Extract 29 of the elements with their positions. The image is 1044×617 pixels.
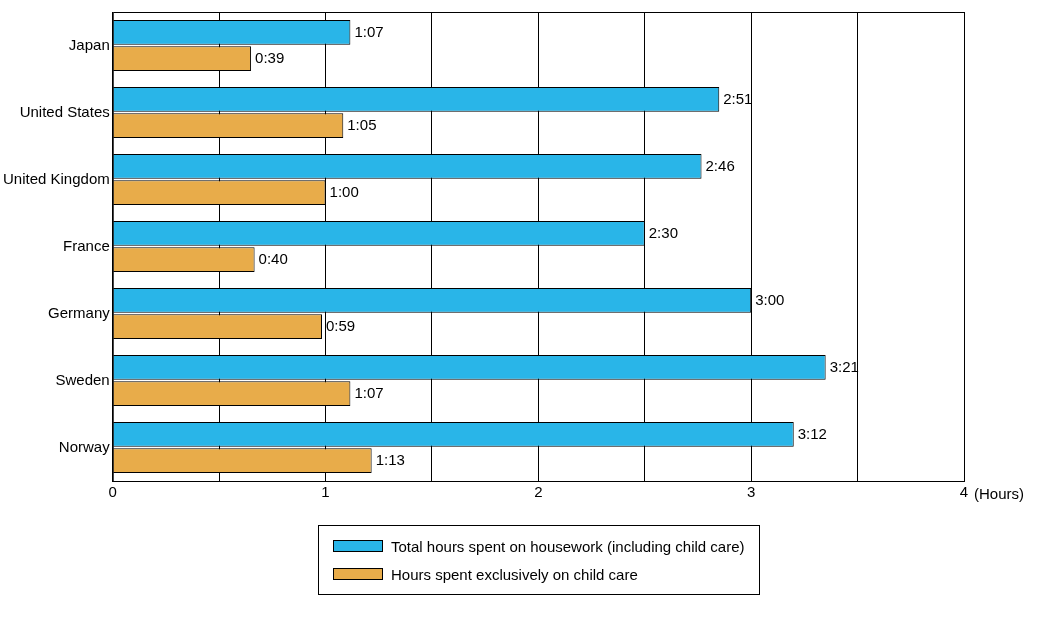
data-label: 2:46: [705, 156, 735, 174]
y-tick-label: France: [63, 236, 110, 254]
y-tick-label: Japan: [68, 35, 110, 53]
x-axis-title: (Hours): [974, 484, 1025, 502]
data-label: 1:00: [329, 182, 359, 200]
x-tick-label: 1: [321, 483, 330, 501]
data-label: 3:21: [829, 357, 859, 375]
y-tick-label: Sweden: [55, 370, 110, 388]
y-tick-label: United States: [19, 102, 110, 120]
y-tick-label: Norway: [58, 437, 111, 455]
data-label: 1:07: [354, 383, 384, 401]
data-label: 2:30: [648, 223, 678, 241]
data-label: 3:12: [797, 424, 827, 442]
data-label: 0:59: [325, 316, 356, 334]
x-tick-label: 3: [747, 483, 756, 501]
data-label: 1:13: [375, 450, 405, 468]
legend-label: Total hours spent on housework (including child care): [391, 537, 745, 555]
data-label: 1:05: [347, 115, 377, 133]
x-tick-label: 2: [534, 483, 543, 501]
legend-label: Hours spent exclusively on child care: [391, 565, 638, 583]
data-label: 2:51: [723, 89, 753, 107]
x-tick-label: 0: [108, 483, 117, 501]
x-tick-label: 4: [959, 483, 969, 501]
data-label: 0:39: [255, 48, 285, 66]
y-tick-label: United Kingdom: [2, 169, 110, 187]
y-tick-label: Germany: [48, 303, 111, 321]
data-label: 0:40: [258, 249, 288, 267]
data-label: 3:00: [755, 290, 785, 308]
data-label: 1:07: [354, 22, 384, 40]
